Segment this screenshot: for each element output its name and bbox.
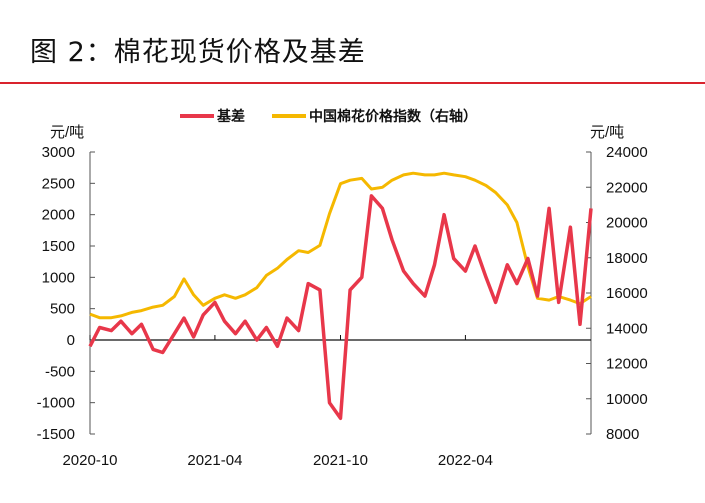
right-tick-label: 10000 bbox=[606, 391, 648, 408]
basis-line bbox=[88, 194, 593, 421]
left-tick-label: 3000 bbox=[42, 144, 75, 161]
x-tick-label: 2021-10 bbox=[313, 452, 368, 469]
right-tick-label: 24000 bbox=[606, 144, 648, 161]
right-tick-label: 18000 bbox=[606, 250, 648, 267]
left-tick-label: 2000 bbox=[42, 207, 75, 224]
left-tick-label: -1500 bbox=[37, 426, 75, 443]
left-tick-label: -500 bbox=[45, 363, 75, 380]
legend-label-index: 中国棉花价格指数（右轴） bbox=[309, 108, 477, 124]
left-axis-unit: 元/吨 bbox=[50, 124, 84, 141]
right-tick-label: 22000 bbox=[606, 179, 648, 196]
left-tick-label: 0 bbox=[67, 332, 75, 349]
title-divider bbox=[0, 82, 705, 84]
x-tick-label: 2022-04 bbox=[438, 452, 493, 469]
legend-label-basis: 基差 bbox=[217, 108, 245, 124]
left-tick-label: -1000 bbox=[37, 395, 75, 412]
x-tick-label: 2020-10 bbox=[62, 452, 117, 469]
right-tick-label: 8000 bbox=[606, 426, 639, 443]
x-tick-label: 2021-04 bbox=[187, 452, 242, 469]
right-tick-label: 20000 bbox=[606, 215, 648, 232]
right-axis-unit: 元/吨 bbox=[590, 124, 624, 141]
figure-title: 图 2：棉花现货价格及基差 bbox=[30, 37, 366, 68]
right-tick-label: 12000 bbox=[606, 356, 648, 373]
right-tick-label: 14000 bbox=[606, 320, 648, 337]
cotton-index-line bbox=[89, 171, 592, 320]
left-tick-label: 2500 bbox=[42, 175, 75, 192]
left-tick-label: 1000 bbox=[42, 269, 75, 286]
left-tick-label: 1500 bbox=[42, 238, 75, 255]
right-tick-label: 16000 bbox=[606, 285, 648, 302]
left-tick-label: 500 bbox=[50, 301, 75, 318]
